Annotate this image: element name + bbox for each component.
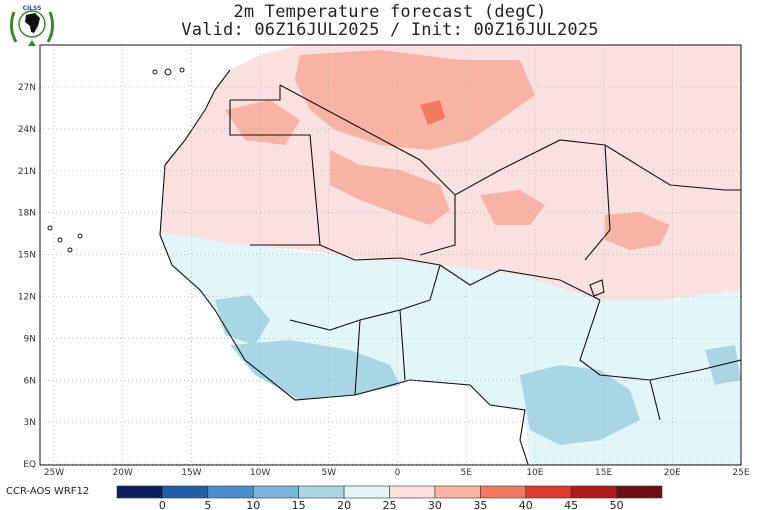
cape-verde-island	[67, 247, 73, 253]
country-borders	[229, 84, 741, 421]
colorbar-swatch	[207, 485, 254, 499]
colorbar-label: 45	[564, 499, 578, 510]
colorbar-label: 5	[204, 499, 211, 510]
y-tick-label: 27N	[18, 83, 36, 93]
colorbar-label: 35	[473, 499, 487, 510]
chart-title: 2m Temperature forecast (degC)	[233, 2, 547, 22]
x-tick-label: 5W	[321, 468, 336, 478]
colorbar-swatch	[298, 485, 345, 499]
cape-verde-island	[77, 233, 83, 239]
colorbar-label: 0	[159, 499, 166, 510]
colorbar-swatch	[525, 485, 572, 499]
colorbar-label: 10	[246, 499, 260, 510]
y-tick-label: 15N	[18, 251, 36, 261]
colorbar-swatch	[480, 485, 527, 499]
x-tick-label: 15W	[181, 468, 201, 478]
y-tick-label: 9N	[24, 334, 36, 344]
colorbar-swatch	[162, 485, 209, 499]
canary-island	[164, 68, 172, 76]
colorbar-swatch	[252, 485, 299, 499]
coastline	[159, 69, 529, 465]
lake-chad	[589, 279, 605, 297]
y-tick-label: 6N	[24, 376, 36, 386]
y-tick-label: 24N	[18, 125, 36, 135]
logo-text: CILSS	[23, 5, 42, 12]
colorbar-swatch	[616, 485, 663, 499]
gridlines	[40, 45, 742, 465]
chart-subtitle: Valid: 06Z16JUL2025 / Init: 00Z16JUL2025	[181, 20, 599, 40]
colorbar-label: 40	[519, 499, 533, 510]
hot-zone-mauritania	[225, 100, 300, 145]
cool-zone-cameroon	[520, 365, 640, 445]
y-tick-label: 3N	[24, 418, 36, 428]
x-tick-label: 20W	[113, 468, 133, 478]
colorbar-label: 30	[428, 499, 442, 510]
hot-zone-niger	[480, 190, 545, 225]
x-tick-label: 25W	[44, 468, 64, 478]
y-tick-label: 21N	[18, 167, 36, 177]
x-tick-label: 25E	[732, 468, 749, 478]
x-tick-label: 0	[395, 468, 401, 478]
model-label: CCR-AOS WRF12	[6, 486, 90, 497]
colorbar-swatch	[389, 485, 436, 499]
cape-verde-island	[47, 225, 53, 231]
colorbar-label: 50	[610, 499, 624, 510]
hot-zone-chad	[605, 212, 670, 250]
y-tick-label: EQ	[23, 460, 36, 470]
colorbar-label: 25	[383, 499, 397, 510]
y-tick-label: 18N	[18, 209, 36, 219]
x-tick-label: 10W	[250, 468, 270, 478]
colorbar-swatch	[343, 485, 390, 499]
cool-zone-ethiopia-edge	[705, 345, 741, 385]
x-tick-label: 10E	[526, 468, 543, 478]
colorbar-swatch	[434, 485, 481, 499]
hot-zone-mali	[330, 150, 450, 225]
cilss-logo-icon: CILSS	[9, 5, 55, 46]
x-tick-label: 15E	[595, 468, 612, 478]
hottest-spot	[420, 100, 445, 125]
y-tick-label: 12N	[18, 293, 36, 303]
land-warm-zone	[160, 45, 741, 300]
cape-verde-island	[57, 237, 63, 243]
canary-island	[152, 69, 158, 75]
x-tick-label: 20E	[664, 468, 681, 478]
map-frame	[39, 44, 742, 466]
colorbar-label: 20	[337, 499, 351, 510]
colorbar-label: 15	[292, 499, 306, 510]
x-tick-label: 5E	[460, 468, 472, 478]
canary-island	[179, 67, 185, 73]
colorbar-swatch	[570, 485, 617, 499]
colorbar-swatch	[116, 485, 163, 499]
